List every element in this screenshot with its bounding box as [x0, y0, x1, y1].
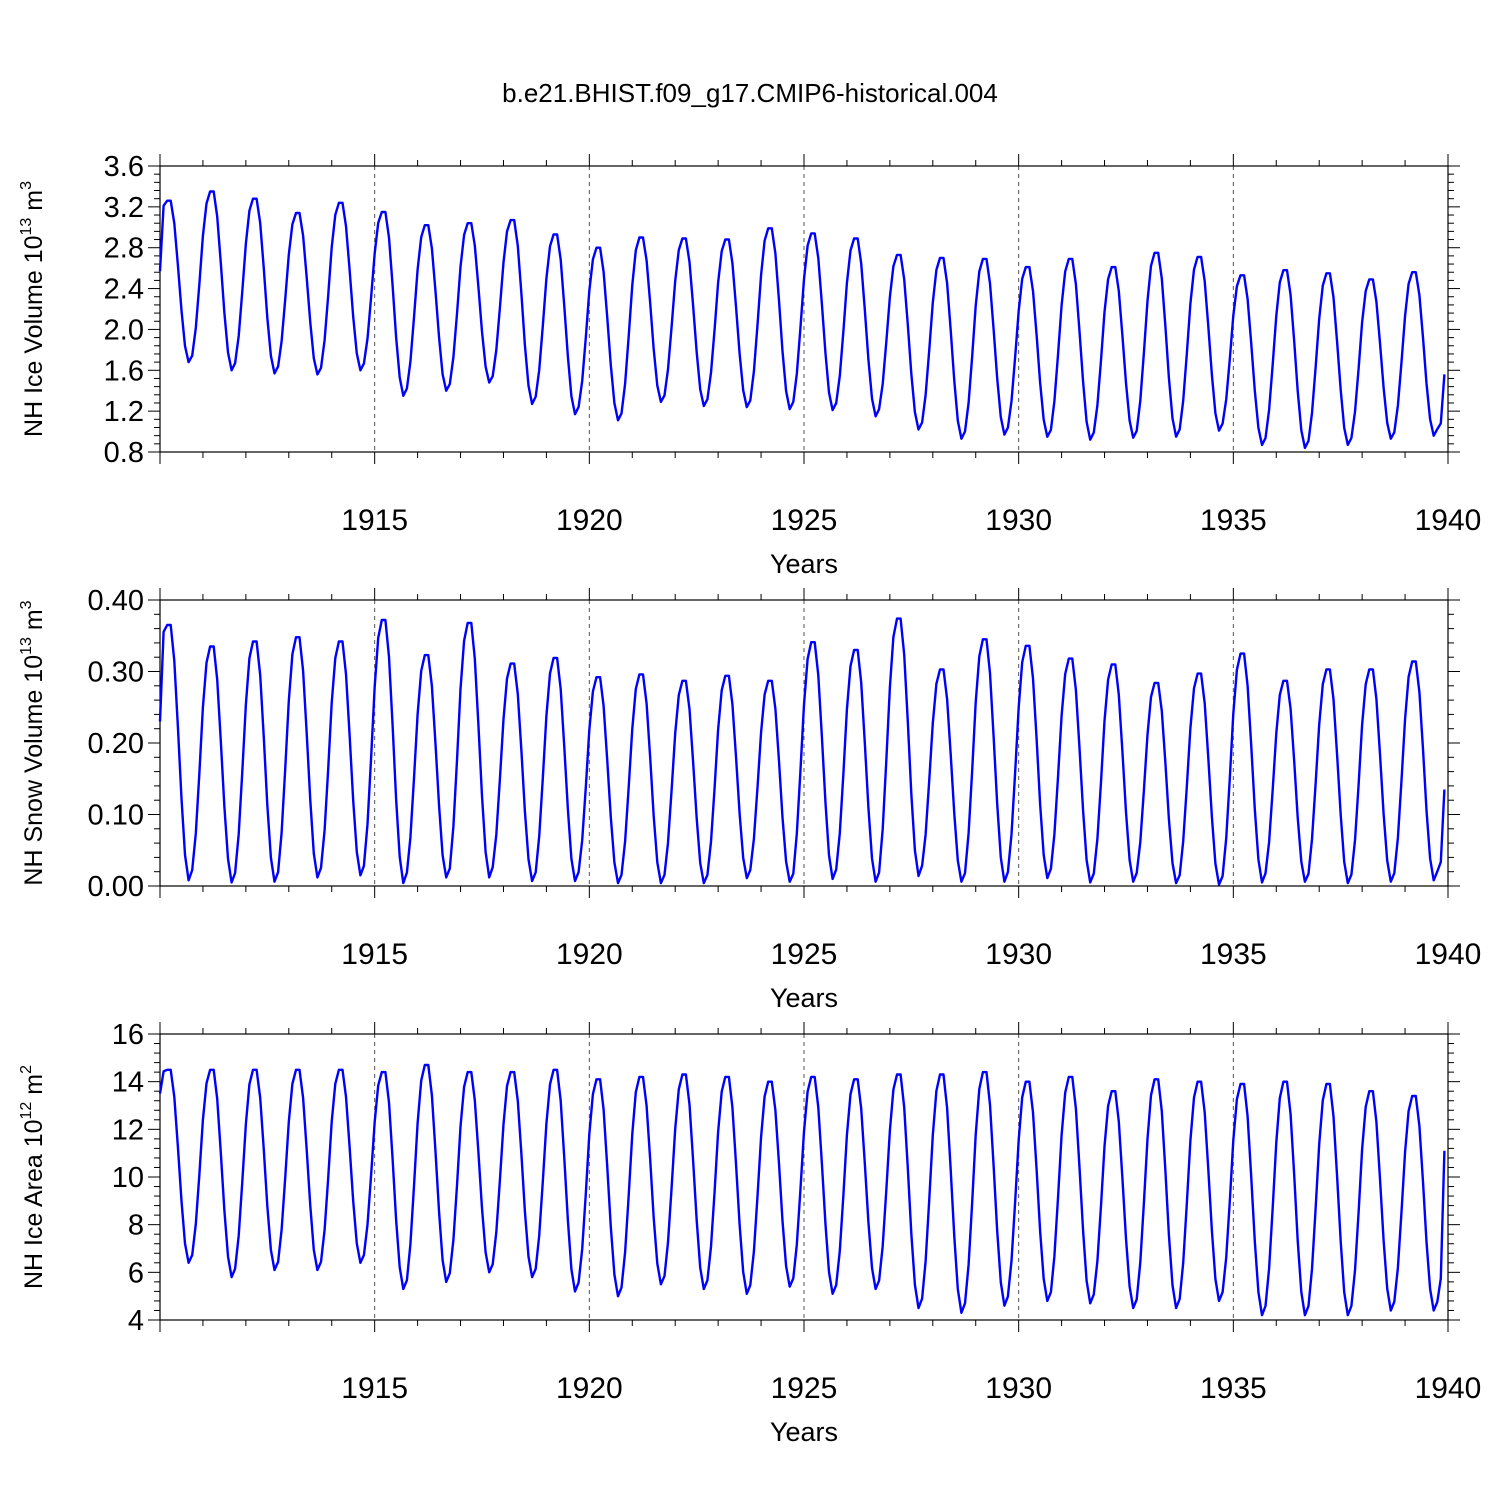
y-tick-label: 14 [112, 1067, 144, 1099]
y-tick-label: 8 [128, 1210, 144, 1242]
x-tick-label: 1935 [1200, 504, 1267, 537]
y-tick-label: 0.10 [88, 800, 144, 832]
x-tick-label: 1940 [1415, 1372, 1482, 1405]
chart-title: b.e21.BHIST.f09_g17.CMIP6-historical.004 [502, 78, 998, 108]
y-axis-label: NH Ice Volume 1013 m3 [18, 181, 48, 437]
x-tick-label: 1920 [556, 504, 623, 537]
y-axis-label: NH Snow Volume 1013 m3 [18, 600, 48, 885]
y-tick-label: 12 [112, 1114, 144, 1146]
x-tick-label: 1935 [1200, 938, 1267, 971]
x-tick-label: 1920 [556, 1372, 623, 1405]
y-tick-label: 6 [128, 1257, 144, 1289]
y-axis-label: NH Ice Area 1012 m2 [18, 1065, 48, 1289]
x-tick-label: 1920 [556, 938, 623, 971]
x-tick-label: 1915 [341, 1372, 408, 1405]
x-tick-label: 1935 [1200, 1372, 1267, 1405]
y-tick-label: 2.4 [104, 274, 144, 306]
y-tick-label: 0.8 [104, 437, 144, 469]
ice-volume-line [158, 190, 1446, 450]
ice-area-panel: 4 6 8 10 12 14 16 1915 1920 1925 1930 1935 1940 Years… [18, 1019, 1481, 1447]
y-tick-label: 1.6 [104, 355, 144, 387]
y-tick-label: 0.00 [88, 871, 144, 903]
x-axis-label: Years [770, 983, 838, 1013]
x-tick-label: 1930 [985, 938, 1052, 971]
x-tick-label: 1940 [1415, 504, 1482, 537]
x-tick-label: 1925 [771, 504, 838, 537]
y-tick-label: 10 [112, 1162, 144, 1194]
x-axis-label: Years [770, 549, 838, 579]
x-tick-label: 1915 [341, 938, 408, 971]
y-tick-label: 0.40 [88, 585, 144, 617]
x-tick-label: 1930 [985, 1372, 1052, 1405]
x-tick-label: 1930 [985, 504, 1052, 537]
x-tick-label: 1925 [771, 938, 838, 971]
y-tick-label: 0.20 [88, 728, 144, 760]
snow-volume-panel: 0.00 0.10 0.20 0.30 0.40 1915 1920 1925 1930 1935… [18, 585, 1481, 1013]
ice-area-line [158, 1063, 1446, 1317]
x-axis-label: Years [770, 1417, 838, 1447]
y-tick-label: 3.6 [104, 151, 144, 183]
y-tick-label: 0.30 [88, 657, 144, 689]
y-tick-label: 16 [112, 1019, 144, 1051]
y-tick-label: 2.0 [104, 314, 144, 346]
x-tick-label: 1915 [341, 504, 408, 537]
snow-volume-line [158, 617, 1446, 886]
x-tick-label: 1940 [1415, 938, 1482, 971]
x-tick-label: 1925 [771, 1372, 838, 1405]
ice-volume-panel: 0.8 1.2 1.6 2.0 2.4 2.8 3.2 3.6 1915 1920 1925 1930… [18, 151, 1481, 579]
y-tick-label: 3.2 [104, 192, 144, 224]
y-tick-label: 2.8 [104, 233, 144, 265]
y-tick-label: 1.2 [104, 396, 144, 428]
y-tick-label: 4 [128, 1305, 144, 1337]
